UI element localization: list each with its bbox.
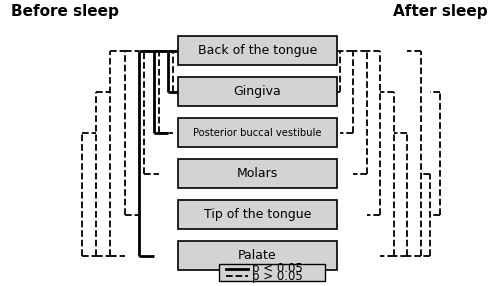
FancyBboxPatch shape bbox=[178, 241, 336, 271]
Text: Tip of the tongue: Tip of the tongue bbox=[204, 208, 311, 221]
Text: Back of the tongue: Back of the tongue bbox=[198, 44, 317, 57]
FancyBboxPatch shape bbox=[178, 118, 336, 147]
Text: Gingiva: Gingiva bbox=[234, 85, 281, 98]
Text: Posterior buccal vestibule: Posterior buccal vestibule bbox=[193, 128, 322, 138]
Text: Molars: Molars bbox=[236, 167, 278, 180]
FancyBboxPatch shape bbox=[178, 77, 336, 106]
Text: After sleep: After sleep bbox=[392, 4, 488, 19]
FancyBboxPatch shape bbox=[178, 200, 336, 229]
Text: Palate: Palate bbox=[238, 249, 277, 262]
Text: p > 0.05: p > 0.05 bbox=[252, 270, 303, 283]
FancyBboxPatch shape bbox=[218, 264, 324, 281]
Text: Before sleep: Before sleep bbox=[11, 4, 118, 19]
FancyBboxPatch shape bbox=[178, 36, 336, 65]
Text: p < 0.05: p < 0.05 bbox=[252, 262, 303, 275]
FancyBboxPatch shape bbox=[178, 159, 336, 188]
